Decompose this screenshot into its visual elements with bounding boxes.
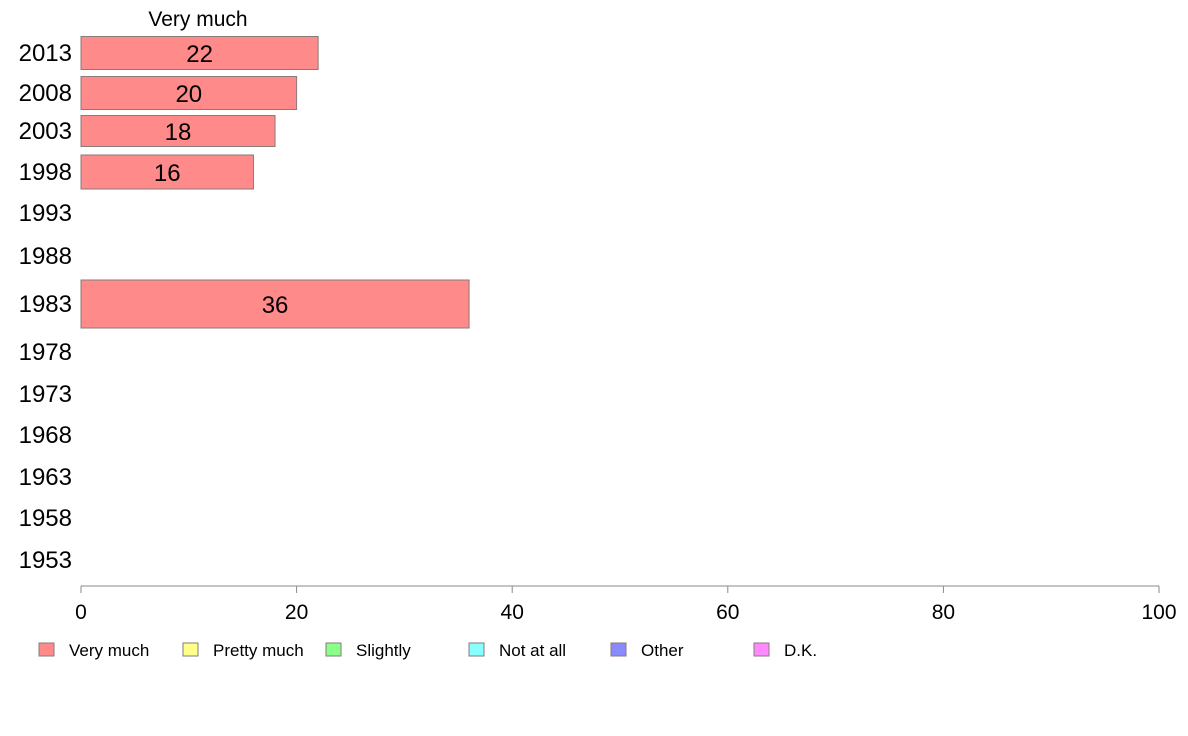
y-label-1988: 1988 — [19, 243, 72, 270]
legend-label-very-much: Very much — [69, 641, 149, 660]
bar-value-label-1983: 36 — [262, 292, 289, 319]
x-tick-label-80: 80 — [932, 601, 955, 624]
y-label-1953: 1953 — [19, 547, 72, 574]
y-label-1968: 1968 — [19, 422, 72, 449]
legend: Very much Pretty much Slightly Not at all Ot… — [38, 641, 817, 660]
bar-2013-very-much — [80, 36, 319, 70]
legend-swatch-other — [610, 642, 627, 657]
x-axis: 0 20 40 60 80 100 — [75, 585, 1177, 624]
legend-swatch-slightly — [325, 642, 342, 657]
legend-label-pretty-much: Pretty much — [213, 641, 304, 660]
legend-swatch-pretty-much — [182, 642, 199, 657]
x-tick-label-100: 100 — [1141, 601, 1176, 624]
bar-2003-very-much — [80, 115, 276, 147]
y-label-1958: 1958 — [19, 505, 72, 532]
x-tick-label-0: 0 — [75, 601, 87, 624]
bar-value-label-1998: 16 — [154, 160, 181, 187]
legend-label-slightly: Slightly — [356, 641, 411, 660]
y-label-1963: 1963 — [19, 464, 72, 491]
bar-value-label-2013: 22 — [186, 41, 213, 68]
y-label-1973: 1973 — [19, 381, 72, 408]
series-header: Very much — [148, 8, 247, 31]
y-label-1983: 1983 — [19, 291, 72, 318]
x-tick-label-40: 40 — [501, 601, 524, 624]
y-label-1978: 1978 — [19, 339, 72, 366]
bar-2008-very-much — [80, 76, 298, 110]
y-label-2008: 2008 — [19, 80, 72, 107]
bar-1998-very-much — [80, 154, 254, 190]
y-label-1993: 1993 — [19, 200, 72, 227]
x-tick-label-20: 20 — [285, 601, 308, 624]
legend-label-d-k: D.K. — [784, 641, 817, 660]
legend-swatch-d-k — [753, 642, 770, 657]
legend-swatch-very-much — [38, 642, 55, 657]
legend-label-not-at-all: Not at all — [499, 641, 566, 660]
y-label-1998: 1998 — [19, 159, 72, 186]
bar-value-label-2003: 18 — [165, 119, 192, 146]
y-axis-labels: 2013 2008 2003 1998 1993 1988 1983 1978 1973 1968… — [19, 40, 72, 574]
bars-group: 22 20 18 16 36 — [80, 36, 470, 329]
x-tick-label-60: 60 — [716, 601, 739, 624]
legend-swatch-not-at-all — [468, 642, 485, 657]
series-header-group: Very much — [148, 8, 247, 31]
legend-label-other: Other — [641, 641, 684, 660]
bar-value-label-2008: 20 — [175, 81, 202, 108]
y-label-2013: 2013 — [19, 40, 72, 67]
bar-1983-very-much — [80, 279, 470, 329]
y-label-2003: 2003 — [19, 118, 72, 145]
